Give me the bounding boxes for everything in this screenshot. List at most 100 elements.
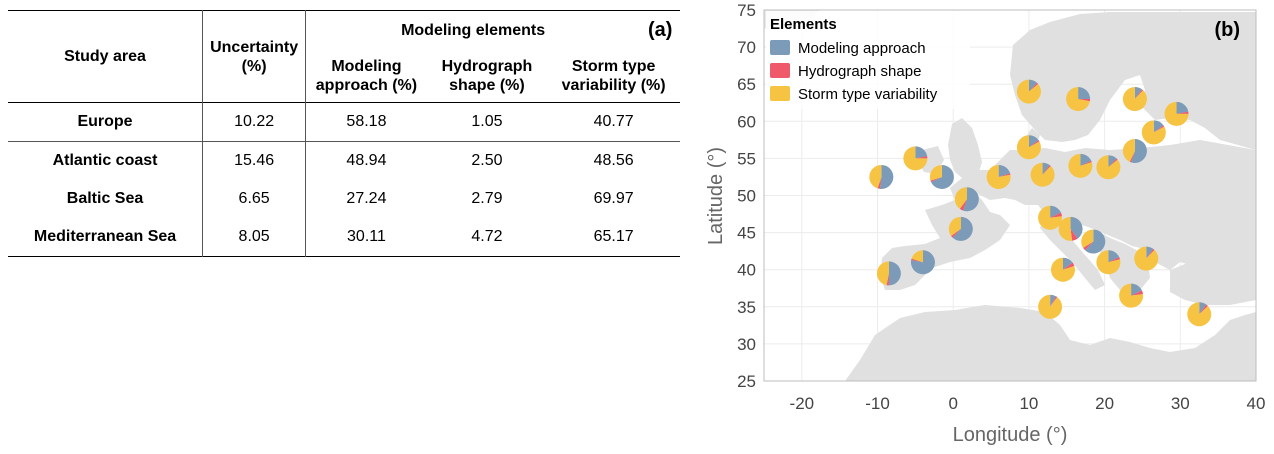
pie-slice: [903, 146, 928, 171]
pie-marker: [1119, 283, 1144, 308]
pie-marker: [986, 164, 1011, 189]
pie-marker: [1038, 205, 1063, 230]
legend-swatch-modeling: [770, 40, 790, 55]
pie-marker: [1058, 216, 1083, 241]
pie-slice: [1083, 241, 1094, 251]
cell-modeling: 27.24: [346, 190, 387, 207]
x-tick-label: 30: [1171, 394, 1190, 413]
pie-slice: [929, 164, 942, 181]
pie-marker: [1016, 135, 1041, 160]
x-tick-label: 10: [1019, 394, 1038, 413]
legend: Elements Modeling approach Hydrograph sh…: [766, 11, 970, 109]
pie-marker: [1016, 79, 1041, 104]
pie-slice: [1030, 162, 1055, 187]
pie-slice: [1080, 160, 1092, 166]
uncertainty-table: Study area Uncertainty (%) Modeling elem…: [8, 10, 680, 257]
pie-slice: [1153, 120, 1164, 133]
pie-marker: [869, 164, 894, 189]
pie-slice: [1164, 101, 1189, 126]
pie-slice: [876, 261, 889, 286]
pie-slice: [986, 164, 1011, 189]
cell-hydrograph: 2.50: [471, 152, 503, 169]
pie-slice: [1050, 257, 1075, 282]
pie-marker: [1068, 153, 1093, 178]
cell-modeling: 30.11: [347, 228, 386, 245]
header-uncertainty: Uncertainty (%): [202, 10, 307, 103]
pie-slice: [1050, 212, 1063, 218]
pie-slice: [1078, 87, 1091, 100]
pie-slice: [1131, 290, 1144, 296]
pie-slice: [1066, 87, 1090, 112]
pie-slice: [954, 187, 967, 209]
pie-slice: [1108, 250, 1120, 263]
pie-slice: [1068, 153, 1093, 178]
cell-uncertainty: 15.46: [202, 141, 307, 180]
pie-marker: [948, 216, 973, 241]
pie-markers: [869, 79, 1212, 327]
pie-slice: [1038, 294, 1063, 319]
cell-area: Mediterranean Sea: [8, 218, 204, 257]
pie-slice: [1070, 228, 1078, 241]
pie-slice: [1028, 140, 1040, 148]
cell-hydrograph: 1.05: [426, 102, 548, 142]
pie-slice: [1050, 205, 1061, 218]
pie-slice: [1129, 150, 1135, 163]
pie-marker: [1164, 101, 1189, 126]
pie-map-chart: -20 -10 0 10 20 30 40 25 30 35 40 45 50 55 60 65 70 75 Lo…: [705, 1, 1265, 446]
pie-slice: [1042, 162, 1050, 175]
pie-slice: [1070, 216, 1083, 239]
x-axis-label: Longitude (°): [953, 424, 1068, 446]
y-tick-label: 25: [737, 372, 756, 391]
pie-slice: [1131, 138, 1147, 163]
cell-hydrograph: 2.79: [471, 190, 503, 207]
pie-slice: [952, 216, 973, 241]
pie-marker: [1050, 257, 1075, 282]
y-tick-label: 50: [737, 187, 756, 206]
y-tick-label: 60: [737, 112, 756, 131]
header-modeling-approach: Modeling approach (%): [315, 57, 418, 94]
pie-map-panel: -20 -10 0 10 20 30 40 25 30 35 40 45 50 55 60 65 70 75 Lo…: [700, 0, 1274, 454]
pie-slice: [1038, 205, 1063, 230]
y-tick-label: 65: [737, 75, 756, 94]
pie-marker: [1134, 246, 1159, 271]
cell-area: Europe: [8, 102, 204, 142]
pie-slice: [911, 250, 923, 263]
y-tick-label: 55: [737, 149, 756, 168]
pie-slice: [1042, 165, 1051, 175]
pie-slice: [1028, 135, 1039, 148]
pie-slice: [1096, 155, 1121, 180]
pie-slice: [869, 164, 882, 189]
pie-slice: [1028, 79, 1038, 92]
cell-uncertainty: 6.65: [202, 180, 307, 218]
pie-slice: [959, 199, 967, 211]
cell-area: Atlantic coast: [8, 141, 204, 180]
pie-marker: [1187, 302, 1212, 327]
cell-storm: 69.97: [593, 190, 634, 207]
legend-swatch-hydrograph: [770, 63, 790, 78]
cell-hydrograph: 4.72: [471, 228, 503, 245]
y-tick-label: 35: [737, 298, 756, 317]
table-row: Atlantic coast 15.46 48.94 2.50 48.56: [8, 141, 680, 180]
pie-marker: [1030, 162, 1055, 187]
pie-marker: [1122, 138, 1147, 163]
pie-marker: [954, 187, 979, 212]
pie-slice: [1078, 99, 1091, 102]
pie-slice: [1081, 229, 1094, 248]
pie-slice: [1122, 87, 1147, 112]
x-tick-label: 0: [948, 394, 957, 413]
panel-label-a: (a): [648, 19, 673, 41]
pie-slice: [910, 250, 935, 275]
header-study-area: Study area: [8, 10, 204, 103]
pie-slice: [1016, 135, 1041, 160]
pie-slice: [915, 156, 928, 159]
pie-slice: [1122, 138, 1135, 162]
pie-marker: [876, 261, 901, 286]
y-tick-label: 30: [737, 335, 756, 354]
y-tick-label: 75: [737, 1, 756, 20]
legend-label-modeling: Modeling approach: [798, 40, 926, 57]
cell-area: Baltic Sea: [8, 180, 204, 218]
pie-slice: [1153, 125, 1165, 133]
table-row: Mediterranean Sea 8.05 30.11 4.72 65.17: [8, 218, 680, 257]
y-axis-label: Latitude (°): [705, 147, 727, 245]
panel-label-b: (b): [1214, 19, 1240, 41]
